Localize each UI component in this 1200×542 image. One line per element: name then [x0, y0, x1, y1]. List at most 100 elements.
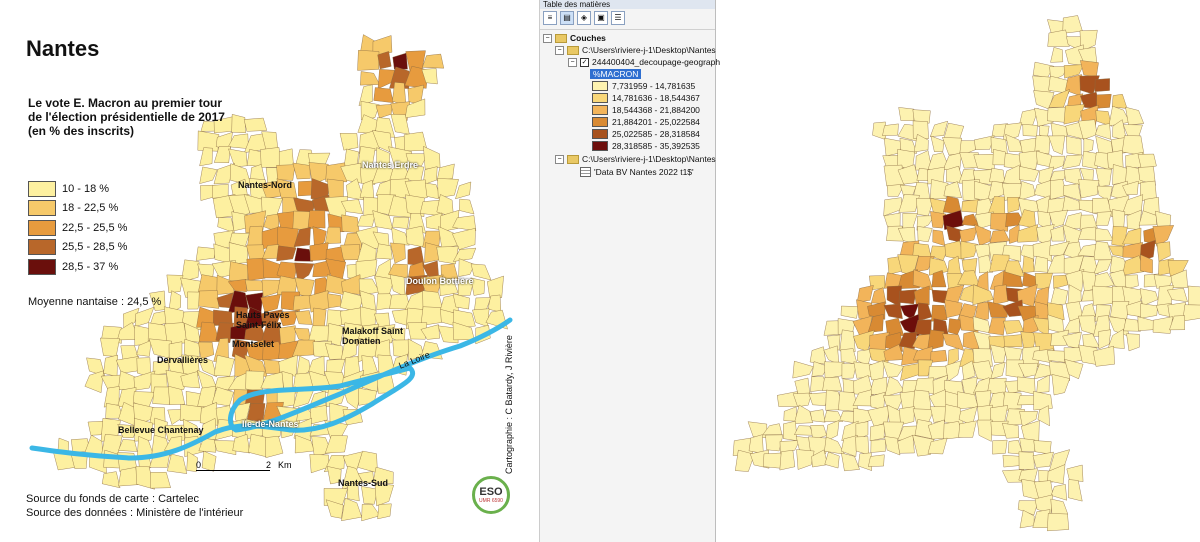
district-cell	[929, 179, 949, 200]
district-cell	[457, 279, 475, 296]
district-cell	[1047, 29, 1070, 47]
district-cell	[824, 436, 845, 455]
place-label: Nantes-Nord	[238, 180, 293, 190]
district-cell	[1050, 498, 1069, 516]
city-average: Moyenne nantaise : 24,5 %	[28, 296, 162, 308]
district-cell	[792, 392, 813, 407]
district-cell	[198, 438, 217, 453]
collapse-icon[interactable]: −	[543, 33, 552, 43]
right-arcgis-map[interactable]	[716, 0, 1200, 542]
logo-subtext: UMR 6590	[479, 497, 503, 504]
district-cell	[294, 247, 314, 262]
symbology-field[interactable]: %MACRON	[590, 68, 642, 80]
district-cell	[992, 284, 1009, 305]
district-cell	[882, 360, 905, 378]
district-cell	[1034, 272, 1053, 290]
table-icon	[580, 167, 591, 177]
district-cell	[841, 452, 860, 472]
district-cell	[1003, 334, 1023, 348]
district-cell	[1079, 214, 1098, 231]
list-by-source-icon[interactable]: ▤	[560, 11, 574, 25]
district-cell	[822, 376, 843, 392]
place-label: Malakoff Saint Donatien	[342, 326, 404, 346]
district-cell	[1063, 104, 1085, 125]
district-cell	[452, 293, 470, 310]
district-cell	[294, 310, 313, 325]
district-cell	[436, 163, 455, 182]
district-cell	[1002, 422, 1019, 439]
district-cell	[437, 178, 459, 198]
district-cell	[228, 148, 248, 168]
district-cell	[459, 198, 475, 215]
district-cell	[115, 356, 140, 374]
district-cell	[748, 434, 764, 454]
legend-row: 22,5 - 25,5 %	[28, 218, 127, 238]
district-cell	[1049, 287, 1069, 306]
district-cell	[1092, 285, 1115, 306]
district-cell	[213, 163, 236, 185]
place-label: Nantes-Sud	[338, 478, 389, 488]
district-cell	[470, 277, 485, 296]
place-label: Nantes Erdre	[362, 160, 419, 170]
district-cell	[487, 275, 504, 298]
class-item[interactable]: 21,884201 - 25,022584	[592, 116, 700, 128]
district-cell	[899, 406, 915, 426]
tree-root[interactable]: − Couches	[543, 32, 606, 44]
district-cell	[260, 147, 283, 168]
collapse-icon[interactable]: −	[555, 154, 564, 164]
district-cell	[243, 117, 268, 132]
right-map-canvas[interactable]	[716, 0, 1200, 542]
district-cell	[391, 227, 410, 246]
district-cell	[914, 256, 935, 273]
left-thematic-map: Nantes Le vote E. Macron au premier tour…	[0, 0, 540, 542]
folder-node[interactable]: − C:\Users\riviere-j-1\Desktop\Nantes	[555, 153, 716, 165]
district-cell	[276, 245, 297, 262]
class-item[interactable]: 28,318585 - 35,392535	[592, 140, 700, 152]
district-cell	[201, 450, 217, 472]
collapse-icon[interactable]: −	[555, 45, 564, 55]
place-label: Dervallières	[157, 355, 209, 365]
district-cell	[1048, 75, 1070, 94]
district-cell	[1095, 211, 1113, 226]
folder-node[interactable]: − C:\Users\riviere-j-1\Desktop\Nantes	[555, 44, 716, 56]
map-credit: Cartographie : C Batardy, J Rivière	[504, 335, 514, 474]
district-cell	[1048, 135, 1066, 155]
district-cell	[765, 434, 784, 452]
place-label: Ile-de-Nantes	[242, 419, 299, 429]
district-cell	[436, 246, 459, 265]
layer-node[interactable]: − ✓ 244400404_decoupage-geograph	[568, 56, 720, 68]
district-cell	[1156, 241, 1171, 262]
district-cell	[421, 68, 438, 85]
legend-swatch	[28, 180, 56, 197]
district-cell	[389, 274, 406, 297]
legend-label: 25,5 - 28,5 %	[62, 241, 128, 254]
list-by-visibility-icon[interactable]: ◈	[577, 11, 591, 25]
district-cell	[931, 304, 948, 322]
class-item[interactable]: 14,781636 - 18,544367	[592, 92, 700, 104]
district-cell	[779, 450, 796, 471]
district-cell	[1122, 242, 1143, 259]
district-cell	[390, 242, 406, 264]
district-cell	[377, 51, 392, 70]
class-item[interactable]: 7,731959 - 14,781635	[592, 80, 695, 92]
class-item[interactable]: 25,022585 - 28,318584	[592, 128, 700, 140]
class-item[interactable]: 18,544368 - 21,884200	[592, 104, 700, 116]
collapse-icon[interactable]: −	[568, 57, 577, 67]
district-cell	[823, 410, 844, 422]
layer-visibility-checkbox[interactable]: ✓	[580, 57, 589, 67]
district-cell	[455, 181, 472, 200]
district-cell	[1063, 64, 1085, 79]
list-by-selection-icon[interactable]: ▣	[594, 11, 608, 25]
legend-row: 18 - 22,5 %	[28, 199, 127, 219]
district-cell	[882, 123, 899, 136]
district-cell	[855, 421, 869, 441]
options-icon[interactable]: ☰	[611, 11, 625, 25]
list-by-drawing-order-icon[interactable]: ≡	[543, 11, 557, 25]
place-label: Doulon Bottière	[406, 276, 474, 286]
legend-label: 22,5 - 25,5 %	[62, 221, 128, 234]
class-swatch	[592, 117, 608, 127]
district-cell	[84, 370, 104, 393]
district-cell	[927, 437, 948, 455]
district-cell	[902, 213, 918, 230]
table-node[interactable]: 'Data BV Nantes 2022 t1$'	[580, 166, 694, 178]
